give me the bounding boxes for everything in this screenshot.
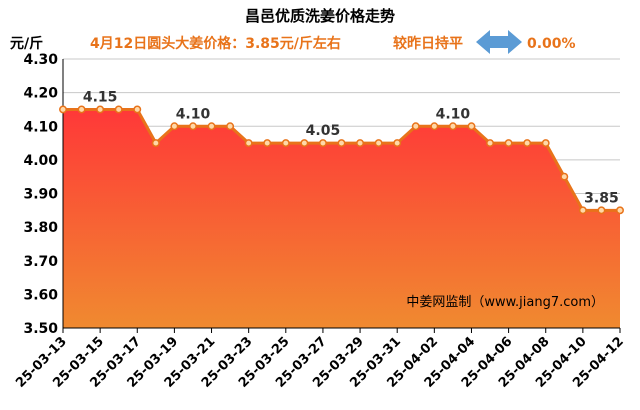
data-point	[133, 105, 142, 114]
data-point	[170, 122, 179, 131]
y-tick-label: 3.90	[23, 187, 58, 203]
data-point	[616, 206, 624, 215]
data-point	[281, 139, 290, 148]
data-point	[430, 122, 439, 131]
compare-text: 较昨日持平	[393, 35, 463, 52]
data-point	[114, 105, 123, 114]
data-label: 4.05	[306, 123, 341, 139]
change-percent: 0.00%	[527, 36, 576, 52]
data-point	[244, 139, 253, 148]
data-label: 3.85	[584, 190, 619, 206]
y-tick-label: 3.70	[23, 254, 58, 270]
y-tick-label: 3.50	[23, 321, 58, 337]
data-point	[578, 206, 587, 215]
data-point	[263, 139, 272, 148]
data-point	[523, 139, 532, 148]
y-tick-label: 3.80	[23, 220, 58, 236]
data-point	[96, 105, 105, 114]
data-point	[541, 139, 550, 148]
chart-title: 昌邑优质洗姜价格走势	[245, 7, 395, 25]
data-point	[467, 122, 476, 131]
data-point	[189, 122, 197, 131]
y-tick-label: 4.10	[23, 119, 58, 135]
data-label: 4.15	[83, 89, 118, 105]
y-axis-ticks: 3.50 3.60 3.70 3.80 3.90 4.00 4.10 4.20 4.30	[23, 52, 58, 337]
data-point	[59, 105, 67, 114]
data-label: 4.10	[176, 106, 211, 122]
data-point	[486, 139, 494, 148]
y-tick-label: 4.20	[23, 86, 58, 102]
data-point	[504, 139, 513, 148]
data-point	[597, 206, 606, 215]
y-unit-label: 元/斤	[10, 35, 43, 52]
area-layer	[63, 109, 620, 328]
data-point	[318, 139, 327, 148]
y-tick-label: 4.30	[23, 52, 58, 68]
data-point	[337, 139, 346, 148]
data-label: 4.10	[436, 106, 471, 122]
area-fill	[63, 109, 620, 328]
data-point	[560, 172, 569, 181]
watermark: 中姜网监制（www.jiang7.com）	[406, 295, 604, 310]
data-point	[300, 139, 309, 148]
data-point	[393, 139, 402, 148]
marker-layer	[59, 105, 624, 215]
data-point	[374, 139, 383, 148]
data-point	[226, 122, 235, 131]
y-tick-label: 3.60	[23, 287, 58, 303]
data-point	[448, 122, 457, 131]
data-point	[77, 105, 86, 114]
double-arrow-icon	[476, 30, 522, 54]
axes	[62, 59, 620, 329]
y-tick-label: 4.00	[23, 153, 58, 169]
data-point	[411, 122, 420, 131]
data-point	[151, 139, 160, 148]
data-point	[207, 122, 216, 131]
x-axis-ticks: 25-03-1325-03-1525-03-1725-03-1925-03-21…	[13, 328, 627, 391]
price-note: 4月12日圆头大姜价格：3.85元/斤左右	[90, 35, 341, 52]
data-point	[356, 139, 365, 148]
data-labels: 4.15 4.10 4.05 4.10 3.85	[83, 89, 619, 206]
